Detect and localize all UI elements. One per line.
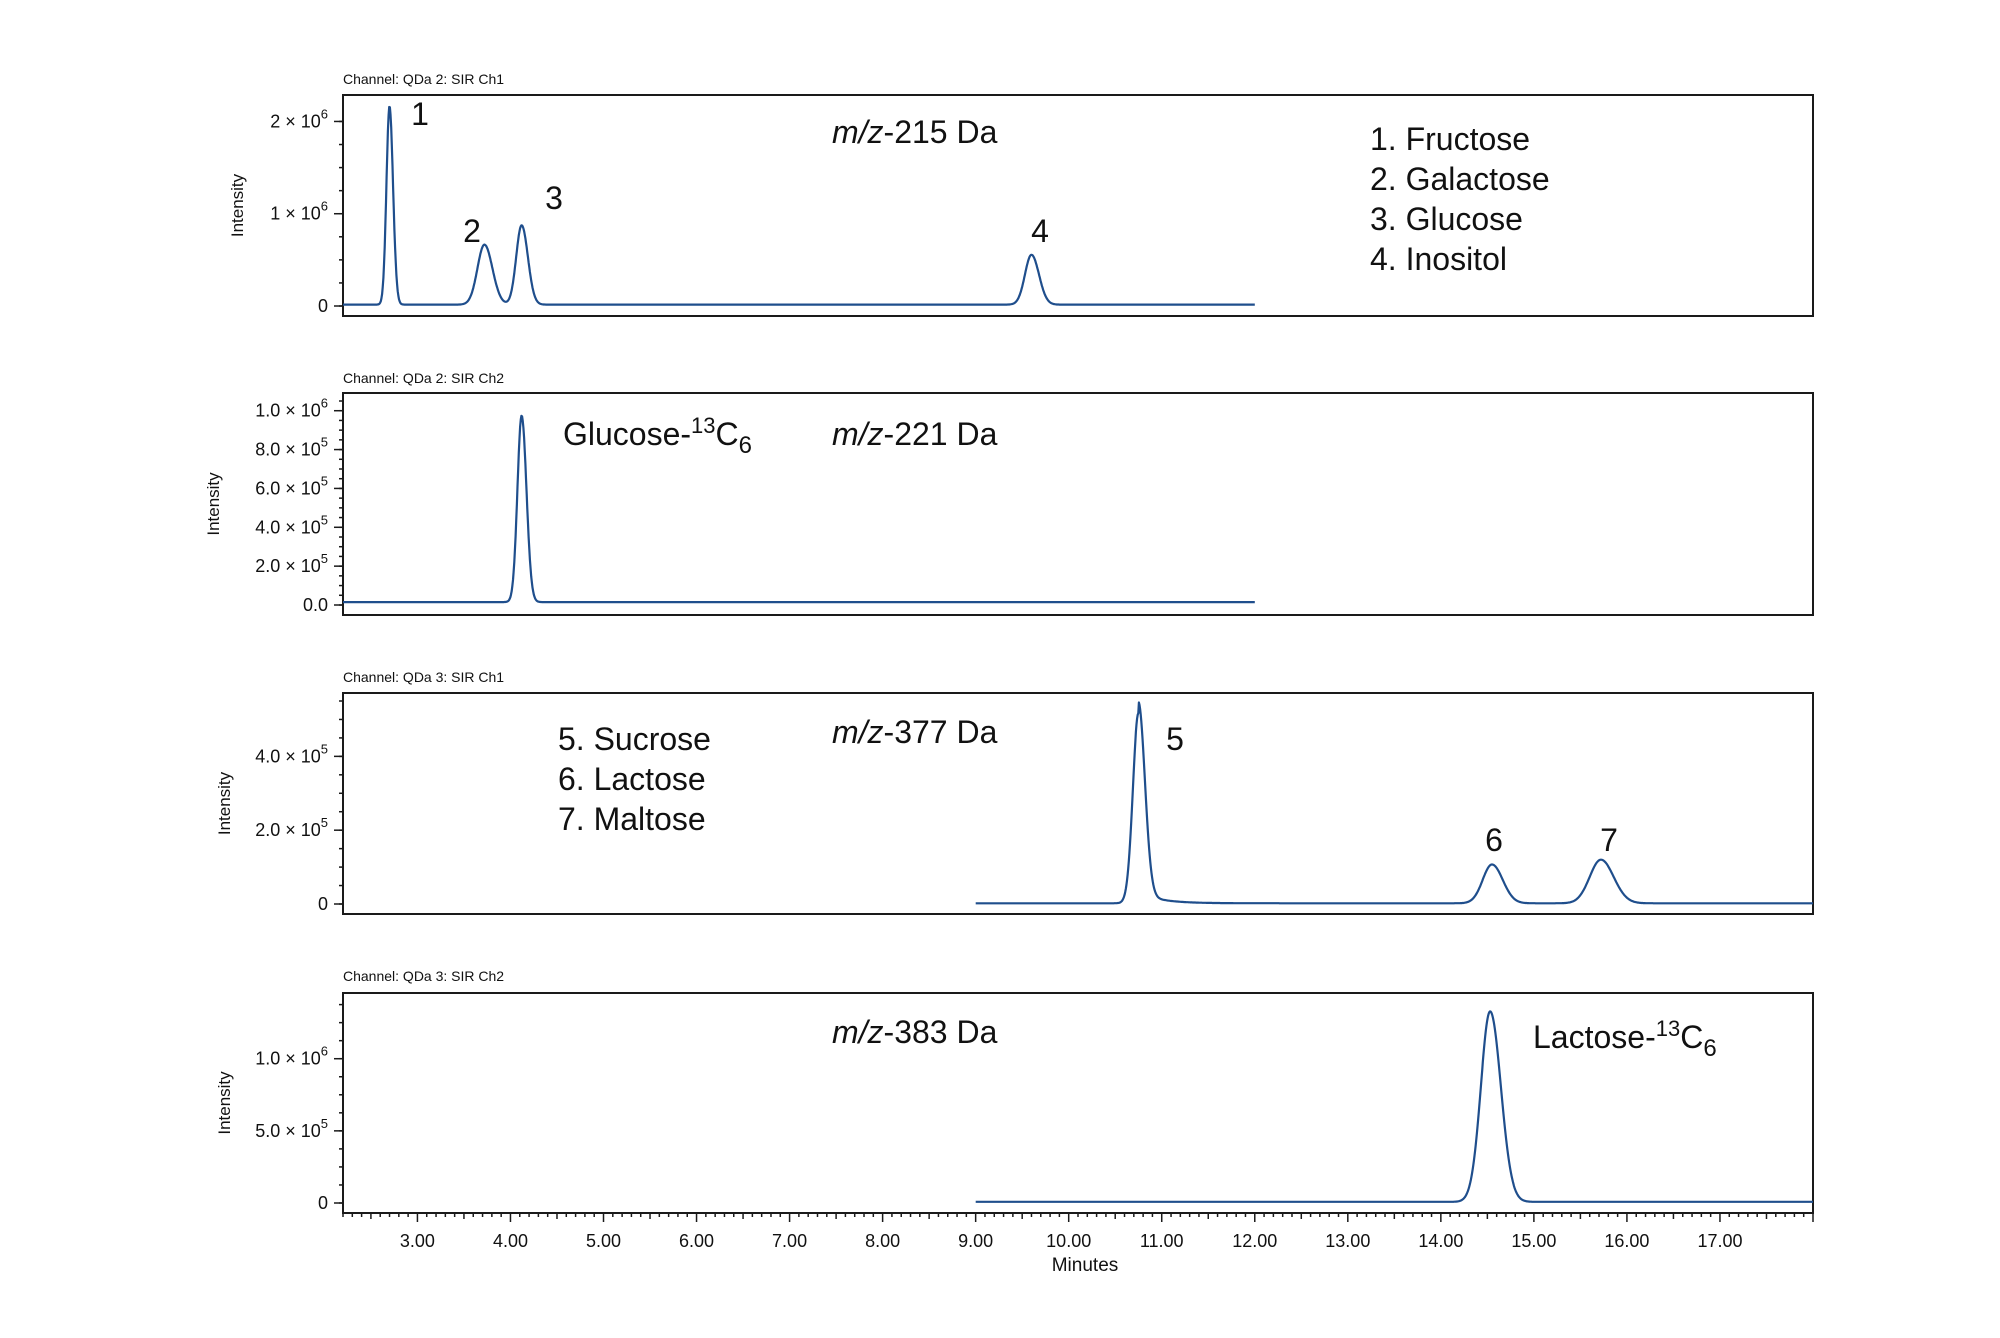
y-axis-label: Intensity: [228, 173, 247, 237]
mz-annotation: m/z-221 Da: [832, 416, 998, 452]
peak-label-5: 5: [1166, 721, 1184, 757]
x-tick-label: 11.00: [1140, 1231, 1184, 1251]
peak-label-1: 1: [411, 96, 429, 132]
y-tick-label: 2.0 × 105: [255, 815, 328, 840]
legend-entry: 2. Galactose: [1370, 161, 1550, 197]
x-axis-label: Minutes: [1052, 1255, 1119, 1276]
x-tick-label: 5.00: [586, 1231, 621, 1251]
x-tick-label: 9.00: [958, 1231, 993, 1251]
y-tick-label: 4.0 × 105: [255, 741, 328, 766]
x-tick-label: 15.00: [1511, 1231, 1556, 1251]
chromatogram-trace: [342, 414, 1256, 604]
y-tick-label: 6.0 × 105: [255, 473, 328, 498]
x-tick-label: 17.00: [1697, 1231, 1742, 1251]
channel-label: Channel: QDa 3: SIR Ch1: [343, 669, 504, 685]
x-tick-label: 14.00: [1418, 1231, 1463, 1251]
y-tick-label: 8.0 × 105: [255, 435, 328, 460]
x-tick-label: 13.00: [1325, 1231, 1370, 1251]
y-tick-label: 5.0 × 105: [255, 1116, 328, 1141]
y-tick-label: 0: [318, 894, 328, 914]
mz-annotation: m/z-215 Da: [832, 114, 998, 150]
chromatogram-panel-4: Channel: QDa 3: SIR Ch2 Intensity 0 5.0 × 1…: [215, 968, 1814, 1276]
y-tick-label: 1.0 × 106: [255, 396, 328, 421]
legend-entry: 7. Maltose: [558, 801, 706, 837]
peak-label-2: 2: [463, 213, 481, 249]
y-tick-label: 2 × 106: [270, 106, 328, 131]
y-axis-label: Intensity: [215, 771, 234, 835]
plot-frame: [342, 692, 1814, 915]
peak-label-7: 7: [1600, 822, 1618, 858]
plot-frame: [342, 392, 1814, 616]
peak-label-6: 6: [1485, 822, 1503, 858]
channel-label: Channel: QDa 2: SIR Ch1: [343, 71, 504, 87]
channel-label: Channel: QDa 2: SIR Ch2: [343, 370, 504, 386]
x-tick-label: 7.00: [772, 1231, 807, 1251]
legend-entry: 4. Inositol: [1370, 241, 1507, 277]
chromatogram-panel-1: Channel: QDa 2: SIR Ch1 Intensity 0 1 × 106…: [228, 71, 1814, 317]
y-axis-label: Intensity: [204, 472, 223, 536]
chromatogram-trace: [975, 1010, 1814, 1203]
y-tick-label: 4.0 × 105: [255, 512, 328, 537]
compound-label: Glucose-13C6: [563, 413, 752, 459]
peak-label-3: 3: [545, 180, 563, 216]
x-tick-label: 10.00: [1046, 1231, 1091, 1251]
y-tick-label: 0: [318, 296, 328, 316]
compound-label: Lactose-13C6: [1533, 1016, 1717, 1062]
y-axis-label: Intensity: [215, 1071, 234, 1135]
legend-entry: 1. Fructose: [1370, 121, 1530, 157]
x-tick-label: 16.00: [1604, 1231, 1649, 1251]
mz-annotation: m/z-383 Da: [832, 1014, 998, 1050]
chromatogram-trace: [975, 701, 1814, 905]
chromatogram-panel-2: Channel: QDa 2: SIR Ch2 Intensity 0.0 2.0 ×…: [204, 370, 1814, 616]
legend-entry: 6. Lactose: [558, 761, 706, 797]
x-tick-label: 3.00: [400, 1231, 435, 1251]
legend-entry: 5. Sucrose: [558, 721, 711, 757]
y-tick-label: 1.0 × 106: [255, 1044, 328, 1069]
peak-label-4: 4: [1031, 213, 1049, 249]
y-tick-label: 2.0 × 105: [255, 551, 328, 576]
y-tick-label: 0: [318, 1193, 328, 1213]
chromatogram-trace: [342, 105, 1256, 306]
y-tick-label: 0.0: [303, 595, 328, 615]
legend-entry: 3. Glucose: [1370, 201, 1523, 237]
x-tick-label: 6.00: [679, 1231, 714, 1251]
channel-label: Channel: QDa 3: SIR Ch2: [343, 968, 504, 984]
x-tick-label: 4.00: [493, 1231, 528, 1251]
x-tick-label: 8.00: [865, 1231, 900, 1251]
y-tick-label: 1 × 106: [270, 199, 328, 224]
plot-frame: [342, 94, 1814, 317]
mz-annotation: m/z-377 Da: [832, 714, 998, 750]
x-tick-label: 12.00: [1232, 1231, 1277, 1251]
chromatogram-panel-3: Channel: QDa 3: SIR Ch1 Intensity 0 2.0 × 1…: [215, 669, 1814, 915]
